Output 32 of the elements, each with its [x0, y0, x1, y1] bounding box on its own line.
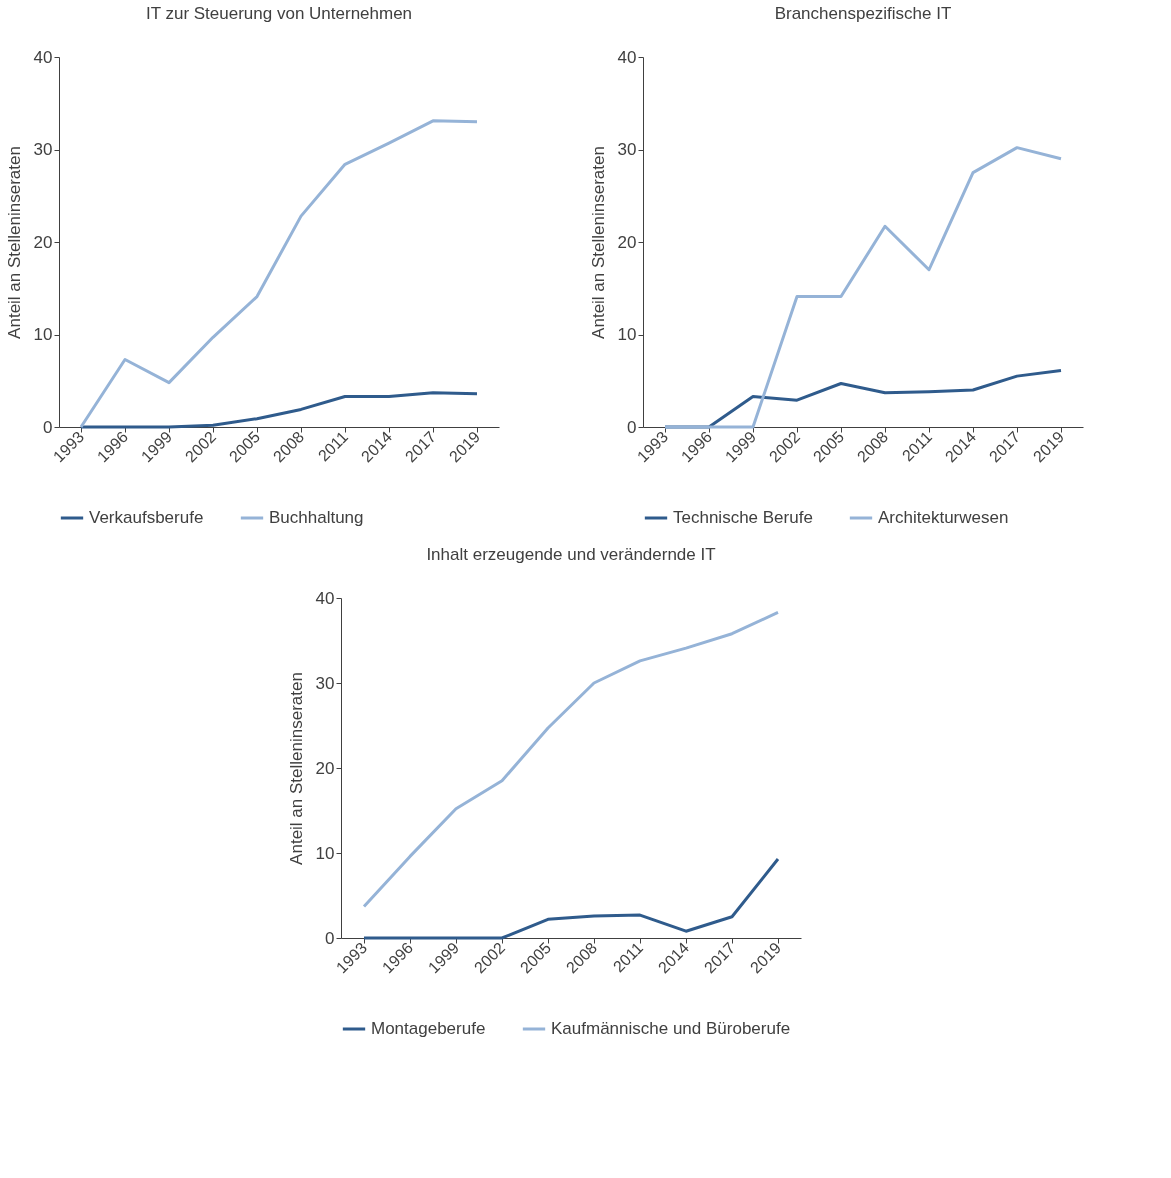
legend-label: Montageberufe — [371, 1019, 486, 1038]
y-tick-label: 0 — [43, 417, 53, 437]
line-series — [362, 857, 780, 940]
y-tick-label: 20 — [617, 232, 637, 252]
legend-label: Verkaufsberufe — [89, 508, 204, 527]
chart-title: Inhalt erzeugende und verändernde IT — [426, 545, 716, 564]
y-tick-label: 20 — [33, 232, 53, 252]
y-tick-label: 40 — [315, 588, 335, 608]
y-tick-label: 40 — [33, 47, 53, 67]
line-series — [79, 391, 479, 429]
y-tick-label: 30 — [617, 140, 637, 159]
y-tick-label: 20 — [315, 758, 335, 778]
legend-label: Kaufmännische und Büroberufe — [551, 1019, 791, 1038]
y-axis-title: Anteil an Stelleninseraten — [588, 146, 608, 339]
legend-label: Technische Berufe — [673, 508, 813, 527]
y-tick-label: 30 — [315, 673, 335, 693]
line-series — [79, 119, 479, 429]
y-axis-title: Anteil an Stelleninseraten — [4, 146, 24, 339]
line-series — [362, 610, 780, 909]
legend-label: Buchhaltung — [269, 508, 364, 527]
y-tick-label: 0 — [325, 928, 335, 948]
chart-title: IT zur Steuerung von Unternehmen — [145, 4, 413, 23]
y-tick-label: 10 — [33, 325, 53, 344]
chart-title: Branchenspezifische IT — [774, 4, 952, 23]
y-tick-label: 40 — [617, 47, 637, 67]
legend-label: Architekturwesen — [878, 508, 1009, 527]
line-series — [663, 146, 1063, 429]
y-tick-label: 0 — [627, 417, 637, 437]
y-tick-label: 10 — [315, 843, 335, 863]
y-tick-label: 30 — [33, 140, 53, 159]
y-tick-label: 10 — [617, 325, 637, 344]
y-axis-title: Anteil an Stelleninseraten — [286, 672, 306, 865]
